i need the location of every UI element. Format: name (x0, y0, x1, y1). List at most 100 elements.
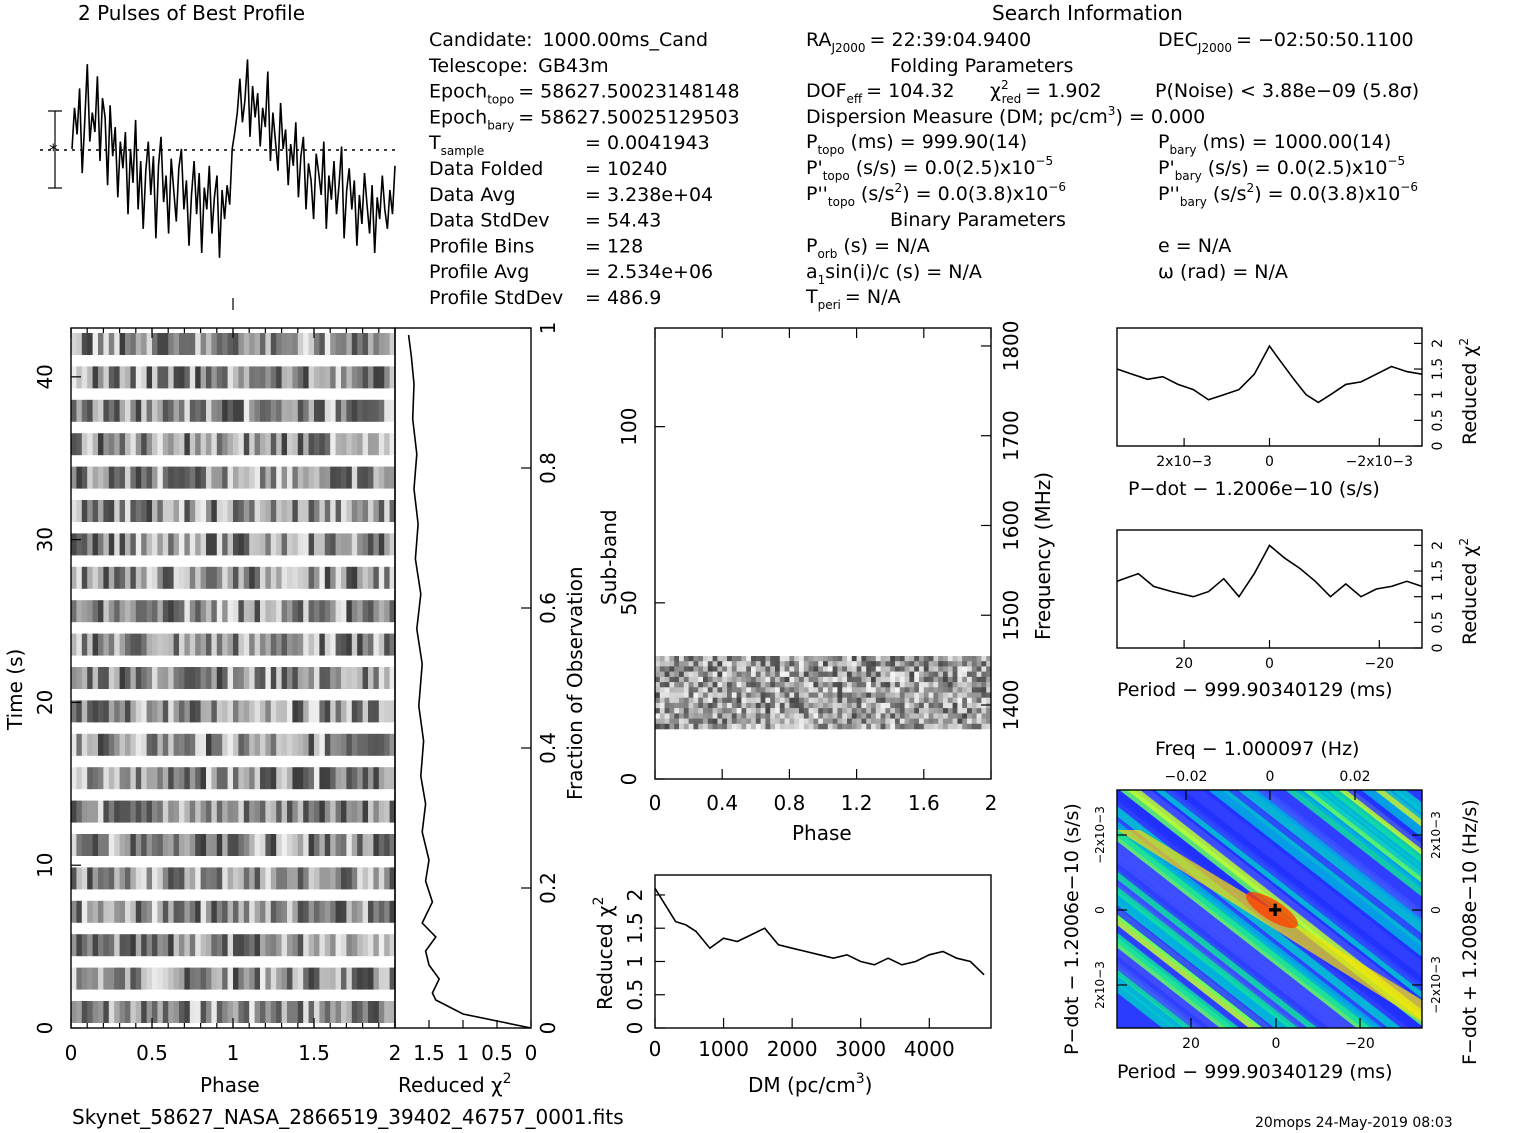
heat-cell (717, 687, 723, 693)
heat-cell (281, 900, 288, 923)
heat-cell (346, 399, 353, 422)
heat-cell (875, 656, 881, 662)
heat-cell (389, 333, 396, 355)
heat-cell (184, 733, 191, 756)
heat-cell (943, 713, 949, 719)
heat-cell (751, 713, 757, 719)
heat-cell (222, 733, 228, 756)
heat-cell (233, 700, 239, 723)
heat-cell (851, 692, 857, 698)
heat-cell (135, 533, 142, 556)
heat-cell (179, 667, 185, 689)
heat-cell (184, 366, 191, 389)
heat-cell (162, 333, 169, 355)
heat-cell (119, 466, 126, 489)
heat-cell (130, 667, 137, 689)
heat-cell (141, 333, 147, 355)
heat-cell (866, 723, 872, 730)
heat-cell (346, 900, 353, 923)
heat-cell (108, 466, 115, 489)
heat-cell (669, 661, 675, 667)
small-y-tick: 0.5 (1430, 611, 1446, 633)
heat-cell (760, 656, 766, 662)
heat-cell (909, 656, 915, 662)
heat-cell (389, 867, 396, 890)
heat-cell (389, 967, 396, 990)
heat-cell (362, 533, 369, 556)
heat-cell (655, 713, 661, 719)
heat-cell (98, 333, 104, 355)
heat-cell (976, 708, 982, 714)
heat-cell (287, 500, 293, 522)
heat-cell (71, 800, 77, 823)
heat-cell (211, 633, 218, 656)
heat-cell (981, 702, 987, 709)
heat-cell (303, 900, 309, 923)
heat-cell (130, 700, 137, 723)
heat-cell (206, 366, 212, 389)
heat-cell (357, 700, 363, 723)
heat-cell (87, 733, 93, 756)
heat-cell (200, 800, 207, 823)
heat-cell (823, 692, 829, 698)
small-y-tick: 0 (1430, 644, 1446, 653)
heat-cell (168, 867, 174, 890)
heat-cell (297, 800, 304, 823)
heat-cell (373, 967, 380, 990)
heat-cell (103, 433, 110, 456)
heat-cell (233, 900, 239, 923)
heat-cell (114, 399, 120, 422)
heat-cell (866, 708, 872, 714)
heat-cell (770, 692, 776, 698)
heat-cell (243, 466, 250, 489)
heat-cell (679, 656, 685, 662)
heat-cell (314, 1001, 320, 1023)
heat-cell (216, 867, 223, 890)
heat-cell (243, 1001, 250, 1023)
heat-cell (195, 967, 201, 990)
heat-cell (976, 676, 982, 683)
heat-cell (755, 713, 761, 719)
heat-cell (373, 433, 380, 456)
heat-cell (287, 967, 293, 990)
heat-cell (303, 867, 309, 890)
heat-cell (314, 333, 320, 355)
heat-cell (899, 718, 905, 725)
heat-cell (967, 702, 973, 709)
heat-cell (119, 967, 126, 990)
tchi-y-tick: 0 (536, 1022, 560, 1035)
heat-cell (837, 718, 843, 725)
heat-cell (243, 600, 250, 623)
heat-cell (659, 666, 665, 672)
heat-cell (173, 366, 180, 389)
heat-cell (238, 1001, 245, 1023)
heat-cell (933, 656, 939, 662)
heat-cell (751, 718, 757, 725)
heat-cell (368, 500, 374, 522)
heat-cell (162, 800, 169, 823)
heat-cell (389, 633, 396, 656)
heat-cell (249, 733, 255, 756)
heat-cell (92, 633, 99, 656)
heat-cell (674, 713, 680, 719)
heat-cell (736, 713, 742, 719)
heat-cell (265, 700, 272, 723)
heat-cell (71, 466, 77, 489)
pp-right-tick: −2x10−3 (1429, 956, 1443, 1014)
heat-cell (384, 800, 390, 823)
heat-cell (303, 1001, 309, 1023)
heat-cell (303, 767, 309, 790)
heat-cell (943, 718, 949, 725)
heat-cell (808, 692, 814, 698)
heat-cell (130, 466, 137, 489)
heat-cell (693, 708, 699, 714)
pddtopo-value: = 0.0(3.8)x10 (916, 183, 1049, 205)
heat-cell (818, 708, 824, 714)
heat-cell (655, 692, 661, 698)
heat-cell (227, 466, 234, 489)
heat-cell (373, 600, 380, 623)
heat-cell (287, 566, 293, 589)
heat-cell (260, 1001, 266, 1023)
heat-cell (162, 600, 169, 623)
heat-cell (200, 399, 207, 422)
